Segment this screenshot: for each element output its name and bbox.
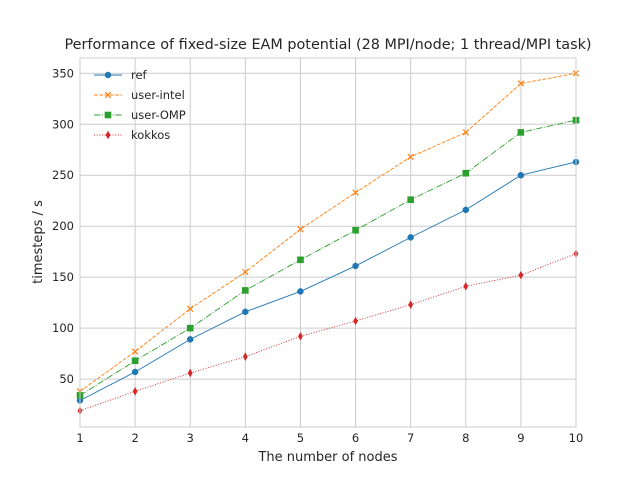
data-point xyxy=(462,169,470,177)
x-marker-stroke xyxy=(186,305,194,312)
data-point xyxy=(186,324,194,332)
x-tick-label: 5 xyxy=(297,431,304,445)
x-marker-stroke xyxy=(104,91,112,99)
x-marker-stroke xyxy=(517,80,525,87)
series-user-OMP xyxy=(76,116,580,399)
x-marker-stroke xyxy=(242,268,249,276)
x-tick-label: 9 xyxy=(517,431,524,445)
data-point xyxy=(297,226,304,233)
x-marker-stroke xyxy=(131,348,139,355)
x-tick-label: 7 xyxy=(407,431,414,445)
y-tick-label: 300 xyxy=(52,117,74,131)
series-ref xyxy=(76,158,580,404)
y-tick-label: 250 xyxy=(52,168,74,182)
legend-entry: ref xyxy=(94,68,148,82)
legend-marker xyxy=(105,130,111,140)
legend-entry: user-OMP xyxy=(94,108,186,122)
x-axis-label: The number of nodes xyxy=(257,450,397,465)
data-point xyxy=(462,129,470,136)
data-point xyxy=(353,316,358,326)
x-tick-label: 6 xyxy=(352,431,359,445)
data-point xyxy=(407,234,414,241)
legend-label: user-intel xyxy=(131,88,185,102)
x-marker-stroke xyxy=(352,189,359,196)
y-tick-label: 150 xyxy=(52,270,74,284)
legend-entry: kokkos xyxy=(94,128,170,142)
legend-label: user-OMP xyxy=(131,108,186,122)
x-tick-label: 3 xyxy=(187,431,194,445)
x-marker-stroke xyxy=(462,129,470,136)
data-point xyxy=(407,196,414,203)
series-line xyxy=(79,119,577,396)
data-point xyxy=(242,268,249,276)
x-tick-label: 2 xyxy=(131,431,138,445)
legend-label: kokkos xyxy=(131,128,170,142)
legend-entry: user-intel xyxy=(94,88,185,102)
data-point xyxy=(517,171,525,179)
x-tick-label: 10 xyxy=(569,431,584,445)
x-tick-label: 4 xyxy=(242,431,249,445)
data-point xyxy=(132,387,138,396)
legend-marker xyxy=(104,71,112,79)
data-point xyxy=(517,129,525,136)
data-point xyxy=(407,153,414,161)
data-point xyxy=(352,226,359,234)
data-point xyxy=(242,287,249,294)
chart-title: Performance of fixed-size EAM potential … xyxy=(64,37,591,53)
legend-marker xyxy=(104,111,112,119)
ticks: 1 2 3 4 5 6 7 8 9 10 50 100 150 200 250 300 350 xyxy=(52,66,583,445)
legend: ref user-intel user-OMP kokkos xyxy=(94,68,186,142)
x-marker-stroke xyxy=(407,153,414,161)
data-point xyxy=(131,368,139,376)
data-point xyxy=(352,189,359,196)
data-point xyxy=(187,368,193,378)
data-point xyxy=(462,206,470,214)
data-point xyxy=(131,348,139,355)
x-tick-label: 8 xyxy=(462,431,469,445)
y-tick-label: 100 xyxy=(52,321,74,335)
data-point xyxy=(463,282,469,291)
y-axis-label: timesteps / s xyxy=(31,200,46,284)
data-point xyxy=(242,308,249,316)
legend-marker xyxy=(104,91,112,99)
y-tick-label: 200 xyxy=(52,219,74,233)
data-point xyxy=(131,357,139,365)
data-point xyxy=(297,256,304,264)
plot-area-frame xyxy=(79,57,577,428)
y-tick-label: 350 xyxy=(52,66,74,80)
data-point xyxy=(518,270,524,280)
series-layer xyxy=(76,70,580,415)
data-point xyxy=(352,262,359,270)
series-kokkos xyxy=(77,249,579,415)
data-point xyxy=(297,288,304,295)
series-line xyxy=(79,72,577,392)
legend-label: ref xyxy=(131,68,148,82)
data-point xyxy=(408,300,414,309)
data-point xyxy=(242,352,248,361)
data-point xyxy=(186,336,194,343)
grid xyxy=(79,58,577,427)
data-point xyxy=(517,80,525,87)
y-tick-label: 50 xyxy=(59,372,74,386)
series-line xyxy=(79,161,577,401)
x-tick-label: 1 xyxy=(76,431,83,445)
data-point xyxy=(186,305,194,312)
x-marker-stroke xyxy=(297,226,304,233)
data-point xyxy=(298,331,303,341)
series-line xyxy=(79,253,577,412)
